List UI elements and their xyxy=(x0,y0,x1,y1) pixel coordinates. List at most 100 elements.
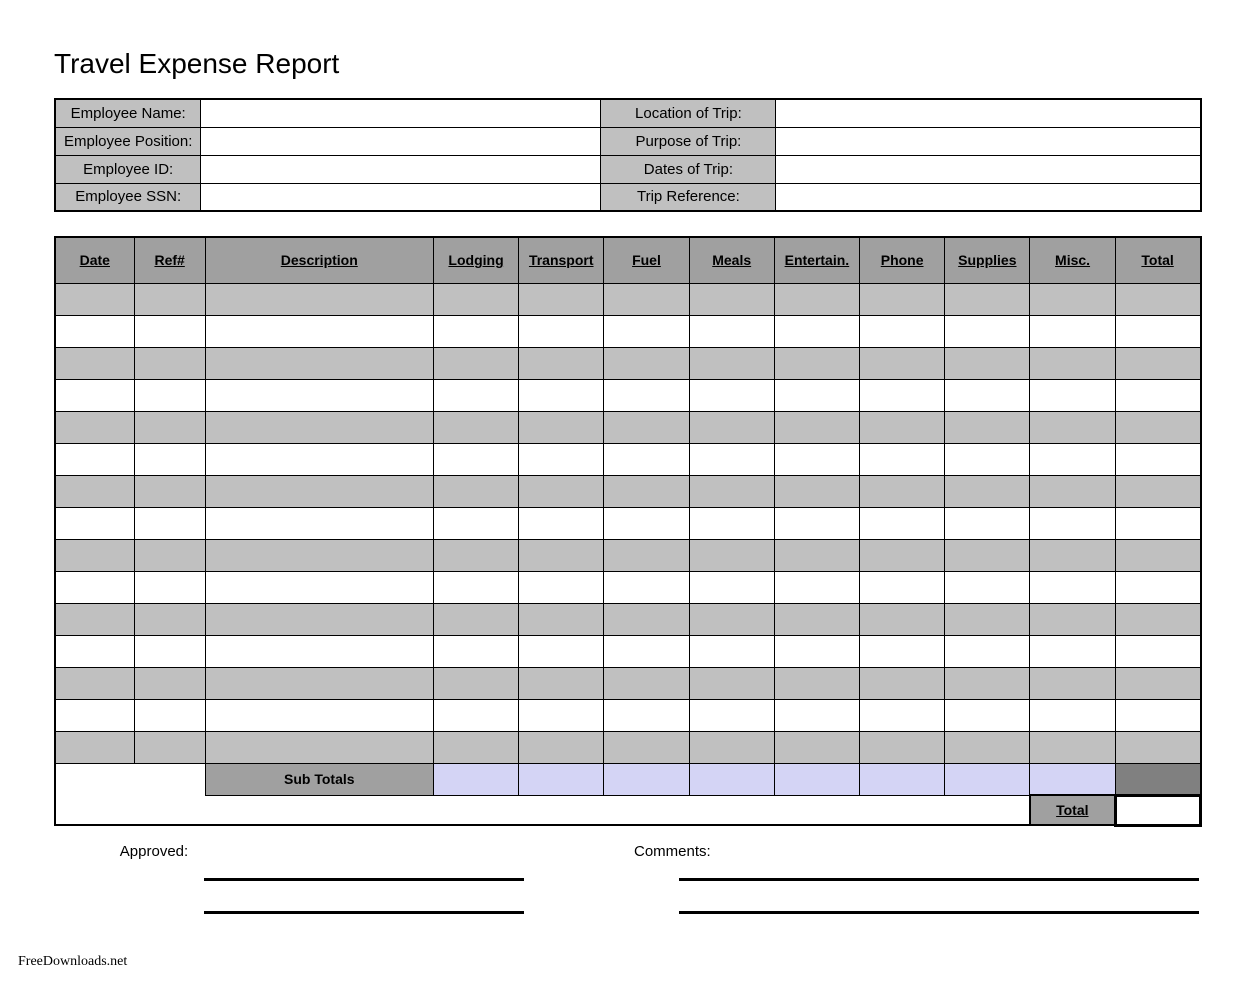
expense-cell[interactable] xyxy=(774,411,859,443)
expense-cell[interactable] xyxy=(134,667,205,699)
expense-cell[interactable] xyxy=(689,379,774,411)
expense-cell[interactable] xyxy=(604,507,689,539)
expense-cell[interactable] xyxy=(689,315,774,347)
expense-cell[interactable] xyxy=(433,667,518,699)
expense-cell[interactable] xyxy=(604,603,689,635)
expense-cell[interactable] xyxy=(205,635,433,667)
expense-cell[interactable] xyxy=(433,411,518,443)
expense-cell[interactable] xyxy=(945,347,1030,379)
expense-cell[interactable] xyxy=(519,315,604,347)
expense-cell[interactable] xyxy=(433,443,518,475)
expense-cell[interactable] xyxy=(55,635,134,667)
expense-cell[interactable] xyxy=(55,315,134,347)
subtotals-cell[interactable] xyxy=(689,763,774,795)
expense-cell[interactable] xyxy=(604,475,689,507)
approved-signature-line-2[interactable] xyxy=(204,911,524,914)
expense-cell[interactable] xyxy=(519,571,604,603)
expense-cell[interactable] xyxy=(55,507,134,539)
expense-cell[interactable] xyxy=(860,667,945,699)
expense-cell[interactable] xyxy=(689,667,774,699)
grand-total-value[interactable] xyxy=(1115,795,1200,825)
expense-cell[interactable] xyxy=(774,571,859,603)
expense-cell[interactable] xyxy=(945,507,1030,539)
expense-cell[interactable] xyxy=(205,539,433,571)
expense-cell[interactable] xyxy=(774,475,859,507)
expense-cell[interactable] xyxy=(860,507,945,539)
info-value-right[interactable] xyxy=(776,183,1201,211)
expense-cell[interactable] xyxy=(433,571,518,603)
expense-cell[interactable] xyxy=(689,283,774,315)
expense-cell[interactable] xyxy=(433,699,518,731)
expense-cell[interactable] xyxy=(689,635,774,667)
expense-cell[interactable] xyxy=(519,411,604,443)
expense-cell[interactable] xyxy=(1030,411,1115,443)
expense-cell[interactable] xyxy=(945,603,1030,635)
expense-cell[interactable] xyxy=(519,347,604,379)
expense-cell[interactable] xyxy=(689,699,774,731)
expense-cell[interactable] xyxy=(604,315,689,347)
expense-cell[interactable] xyxy=(55,571,134,603)
expense-cell[interactable] xyxy=(519,603,604,635)
expense-cell[interactable] xyxy=(1115,475,1200,507)
expense-cell[interactable] xyxy=(774,731,859,763)
expense-cell[interactable] xyxy=(55,411,134,443)
expense-cell[interactable] xyxy=(1115,635,1200,667)
expense-cell[interactable] xyxy=(433,475,518,507)
expense-cell[interactable] xyxy=(134,379,205,411)
expense-cell[interactable] xyxy=(689,507,774,539)
expense-cell[interactable] xyxy=(774,635,859,667)
expense-cell[interactable] xyxy=(205,379,433,411)
expense-cell[interactable] xyxy=(55,347,134,379)
expense-cell[interactable] xyxy=(55,699,134,731)
expense-cell[interactable] xyxy=(1030,699,1115,731)
subtotals-cell[interactable] xyxy=(945,763,1030,795)
expense-cell[interactable] xyxy=(774,443,859,475)
expense-cell[interactable] xyxy=(433,347,518,379)
expense-cell[interactable] xyxy=(945,379,1030,411)
info-value-left[interactable] xyxy=(201,155,601,183)
expense-cell[interactable] xyxy=(689,571,774,603)
expense-cell[interactable] xyxy=(604,539,689,571)
expense-cell[interactable] xyxy=(689,411,774,443)
expense-cell[interactable] xyxy=(519,731,604,763)
info-value-left[interactable] xyxy=(201,99,601,127)
expense-cell[interactable] xyxy=(134,443,205,475)
expense-cell[interactable] xyxy=(205,315,433,347)
expense-cell[interactable] xyxy=(55,283,134,315)
expense-cell[interactable] xyxy=(134,283,205,315)
expense-cell[interactable] xyxy=(134,731,205,763)
expense-cell[interactable] xyxy=(205,475,433,507)
expense-cell[interactable] xyxy=(774,315,859,347)
expense-cell[interactable] xyxy=(1030,635,1115,667)
expense-cell[interactable] xyxy=(1115,603,1200,635)
expense-cell[interactable] xyxy=(860,347,945,379)
expense-cell[interactable] xyxy=(860,603,945,635)
expense-cell[interactable] xyxy=(604,347,689,379)
expense-cell[interactable] xyxy=(774,283,859,315)
expense-cell[interactable] xyxy=(945,411,1030,443)
expense-cell[interactable] xyxy=(205,507,433,539)
expense-cell[interactable] xyxy=(1115,571,1200,603)
expense-cell[interactable] xyxy=(433,283,518,315)
expense-cell[interactable] xyxy=(55,731,134,763)
expense-cell[interactable] xyxy=(1030,731,1115,763)
expense-cell[interactable] xyxy=(604,731,689,763)
expense-cell[interactable] xyxy=(134,315,205,347)
expense-cell[interactable] xyxy=(689,443,774,475)
expense-cell[interactable] xyxy=(1030,283,1115,315)
expense-cell[interactable] xyxy=(1030,667,1115,699)
expense-cell[interactable] xyxy=(1115,507,1200,539)
expense-cell[interactable] xyxy=(689,347,774,379)
expense-cell[interactable] xyxy=(519,635,604,667)
expense-cell[interactable] xyxy=(1115,315,1200,347)
expense-cell[interactable] xyxy=(945,315,1030,347)
expense-cell[interactable] xyxy=(1115,667,1200,699)
expense-cell[interactable] xyxy=(689,603,774,635)
expense-cell[interactable] xyxy=(1115,411,1200,443)
expense-cell[interactable] xyxy=(774,507,859,539)
expense-cell[interactable] xyxy=(433,379,518,411)
expense-cell[interactable] xyxy=(433,635,518,667)
expense-cell[interactable] xyxy=(860,635,945,667)
expense-cell[interactable] xyxy=(519,539,604,571)
expense-cell[interactable] xyxy=(774,347,859,379)
